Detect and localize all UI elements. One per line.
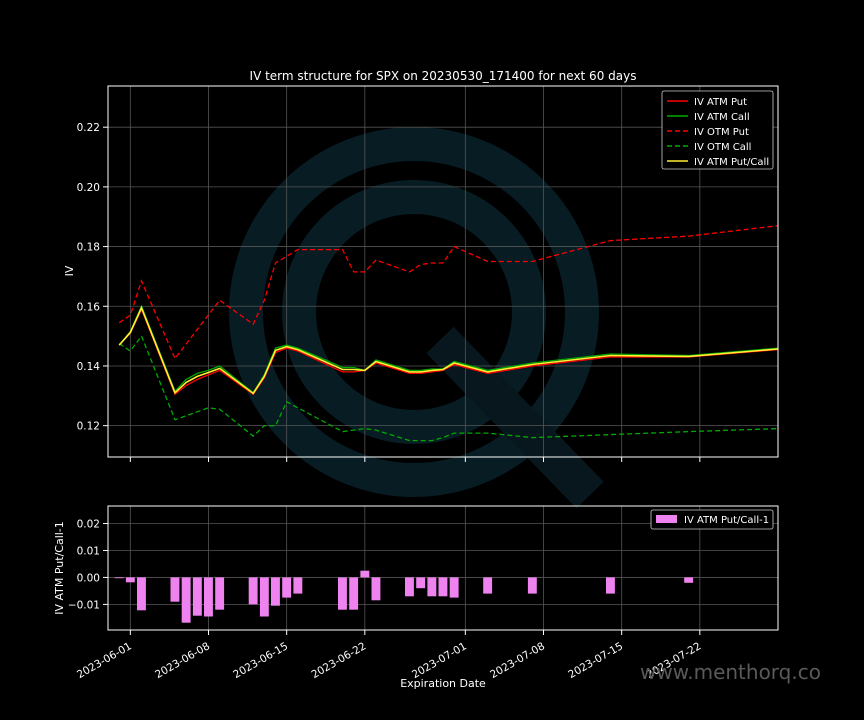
- bottom-x-axis-label: Expiration Date: [400, 677, 486, 690]
- bar: [114, 577, 124, 579]
- bar: [405, 577, 414, 597]
- bottom-y-ticks: −0.01 0.00 0.01 0.02: [68, 519, 108, 611]
- top-y-ticks: 0.12 0.14 0.16 0.18 0.20 0.22: [77, 122, 108, 433]
- top-x-ticks: [129, 457, 701, 462]
- site-watermark: www.menthorq.co: [640, 660, 821, 684]
- bar: [293, 577, 303, 594]
- top-y-tick-label: 0.18: [77, 242, 100, 254]
- bottom-axes-frame: [107, 505, 779, 631]
- bar: [259, 577, 269, 617]
- bar: [371, 577, 381, 601]
- bar: [282, 577, 292, 598]
- bottom-y-tick-label: 0.00: [77, 572, 100, 584]
- bar: [248, 577, 258, 605]
- bar: [338, 577, 347, 610]
- legend-box: [650, 509, 774, 530]
- series-line-iv-atm-put-call: [118, 305, 779, 395]
- bottom-y-tick-label: 0.02: [77, 519, 100, 531]
- top-series: [118, 225, 779, 442]
- legend-swatch: [656, 515, 677, 523]
- bottom-legend: IV ATM Put/Call-1: [650, 509, 774, 530]
- bar: [427, 577, 437, 597]
- bar: [483, 577, 493, 594]
- top-y-tick-label: 0.20: [77, 182, 100, 194]
- bar: [438, 577, 448, 597]
- bar: [449, 577, 459, 598]
- bottom-bars: [114, 570, 694, 623]
- legend-label: IV ATM Put/Call-1: [684, 515, 769, 526]
- bar: [125, 577, 135, 583]
- bar: [271, 577, 280, 606]
- bar: [527, 577, 537, 594]
- chart-title: IV term structure for SPX on 20230530_17…: [250, 69, 637, 83]
- top-y-tick-label: 0.14: [77, 361, 101, 373]
- bar: [606, 577, 615, 594]
- bar: [204, 577, 213, 617]
- legend-box: [661, 90, 774, 170]
- top-y-tick-label: 0.22: [77, 122, 100, 134]
- bar: [215, 577, 225, 610]
- top-y-tick-label: 0.16: [77, 301, 101, 313]
- series-line-iv-atm-put: [118, 307, 779, 396]
- bar: [192, 577, 202, 616]
- legend-label: IV OTM Call: [694, 142, 751, 153]
- top-axes-frame: [107, 85, 779, 458]
- legend-label: IV ATM Put/Call: [694, 157, 769, 168]
- bar: [181, 577, 191, 623]
- series-line-iv-atm-call: [118, 304, 779, 394]
- bar: [416, 577, 426, 589]
- bar: [170, 577, 180, 602]
- series-line-iv-otm-put: [118, 225, 779, 360]
- bottom-y-axis-label: IV ATM Put/Call-1: [53, 521, 66, 615]
- bar: [137, 577, 146, 611]
- bottom-y-tick-label: 0.01: [77, 545, 100, 557]
- legend-label: IV ATM Call: [694, 112, 750, 123]
- bottom-y-tick-label: −0.01: [68, 599, 100, 611]
- top-y-tick-label: 0.12: [77, 421, 100, 433]
- top-y-axis-label: IV: [63, 265, 76, 276]
- series-line-iv-otm-call: [118, 334, 779, 442]
- top-legend: IV ATM Put IV ATM Call IV OTM Put IV OTM Ca…: [661, 90, 774, 170]
- bar: [684, 577, 694, 583]
- legend-label: IV ATM Put: [694, 97, 747, 108]
- legend-label: IV OTM Put: [694, 127, 749, 138]
- bar: [360, 570, 370, 578]
- logo-watermark: [229, 127, 604, 509]
- bar: [349, 577, 359, 610]
